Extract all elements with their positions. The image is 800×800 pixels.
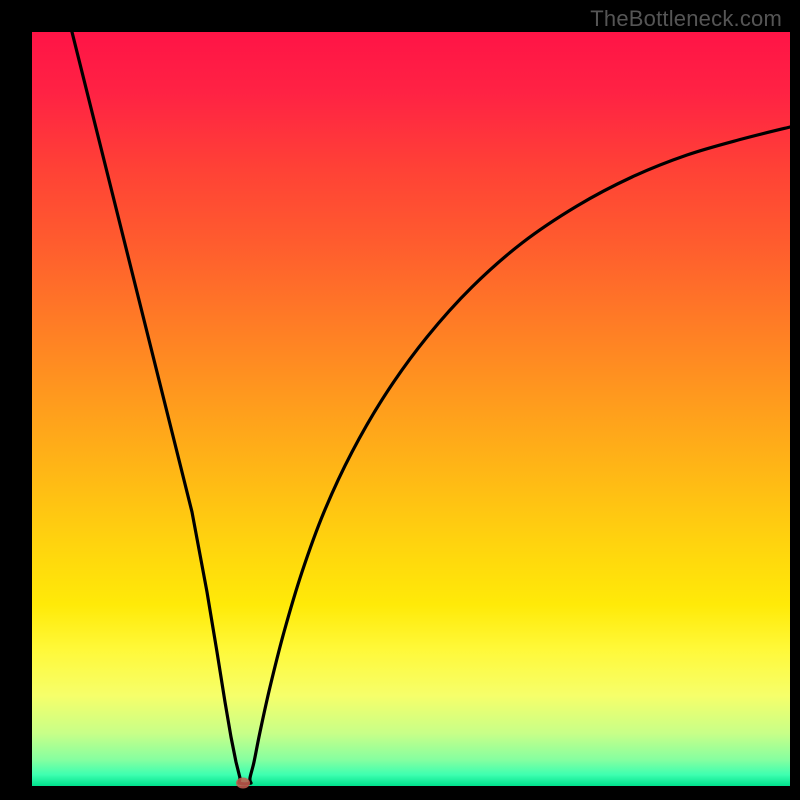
- gradient-background: [32, 32, 790, 786]
- watermark-text: TheBottleneck.com: [590, 6, 782, 32]
- chart-container: TheBottleneck.com: [0, 0, 800, 800]
- plot-svg: [0, 0, 800, 800]
- trough-marker: [236, 778, 250, 789]
